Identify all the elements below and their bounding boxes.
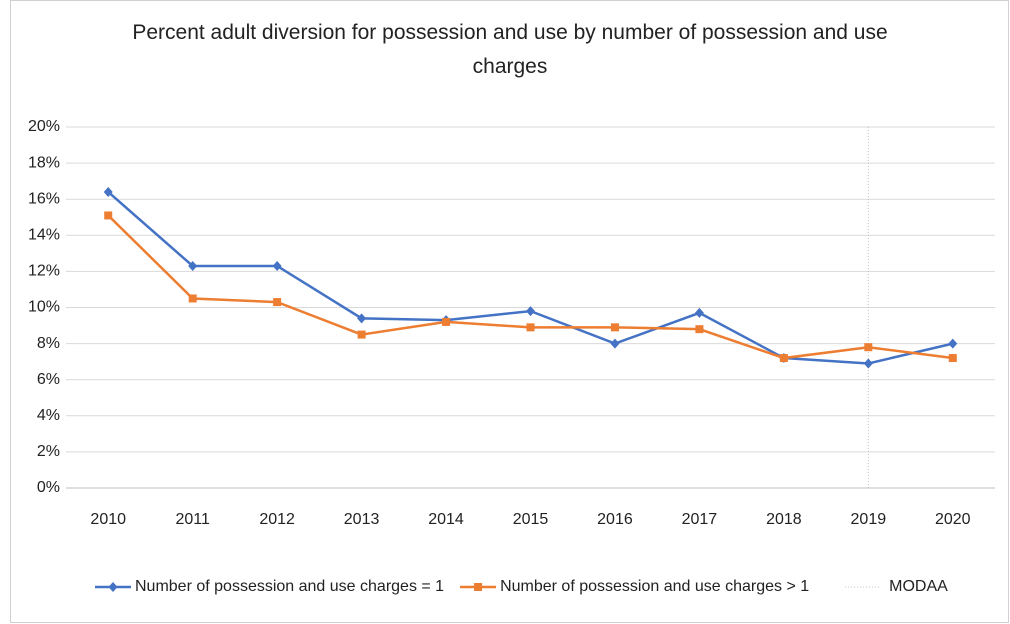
x-tick-label: 2015	[513, 511, 549, 528]
legend-label: MODAA	[889, 578, 948, 595]
legend-marker	[108, 582, 118, 592]
y-tick-label: 8%	[37, 335, 60, 352]
data-point	[948, 338, 958, 349]
data-point	[695, 325, 704, 334]
series-line	[107, 214, 953, 360]
data-point	[779, 354, 788, 363]
x-tick-label: 2010	[90, 511, 126, 528]
data-point	[188, 294, 197, 303]
chart-title: Percent adult diversion for possession a…	[132, 21, 888, 78]
data-point	[610, 323, 619, 332]
y-tick-label: 0%	[37, 479, 60, 496]
data-point	[610, 338, 620, 349]
x-tick-label: 2012	[259, 511, 295, 528]
data-point	[863, 358, 873, 369]
data-point	[188, 260, 198, 271]
data-point	[694, 307, 704, 318]
data-point	[948, 354, 957, 363]
y-tick-label: 16%	[28, 190, 60, 207]
legend-marker	[474, 583, 483, 591]
legend-label: Number of possession and use charges > 1	[500, 578, 809, 595]
chart-border	[10, 0, 1009, 623]
x-tick-label: 2017	[682, 511, 718, 528]
y-tick-label: 10%	[28, 299, 60, 316]
data-point	[442, 317, 451, 326]
x-tick-label: 2018	[766, 511, 802, 528]
y-tick-label: 12%	[28, 263, 60, 280]
data-point	[272, 260, 282, 271]
x-tick-label: 2016	[597, 511, 633, 528]
data-point	[104, 211, 113, 220]
data-point	[526, 323, 535, 332]
x-tick-label: 2011	[175, 511, 210, 528]
y-tick-label: 20%	[28, 118, 60, 135]
data-point	[103, 186, 113, 197]
y-tick-label: 6%	[37, 371, 60, 388]
data-point	[526, 306, 535, 317]
y-tick-label: 2%	[37, 443, 60, 460]
data-point	[357, 313, 367, 324]
x-tick-label: 2019	[851, 511, 887, 528]
legend-label: Number of possession and use charges = 1	[135, 578, 444, 595]
y-tick-label: 4%	[37, 407, 60, 424]
data-point	[357, 330, 366, 339]
x-tick-label: 2013	[344, 511, 380, 528]
data-point	[864, 343, 873, 352]
data-point	[273, 298, 282, 307]
x-tick-label: 2014	[428, 511, 464, 528]
y-tick-label: 14%	[28, 227, 60, 244]
x-tick-label: 2020	[935, 511, 971, 528]
y-tick-label: 18%	[28, 154, 60, 171]
series-line	[107, 191, 954, 365]
